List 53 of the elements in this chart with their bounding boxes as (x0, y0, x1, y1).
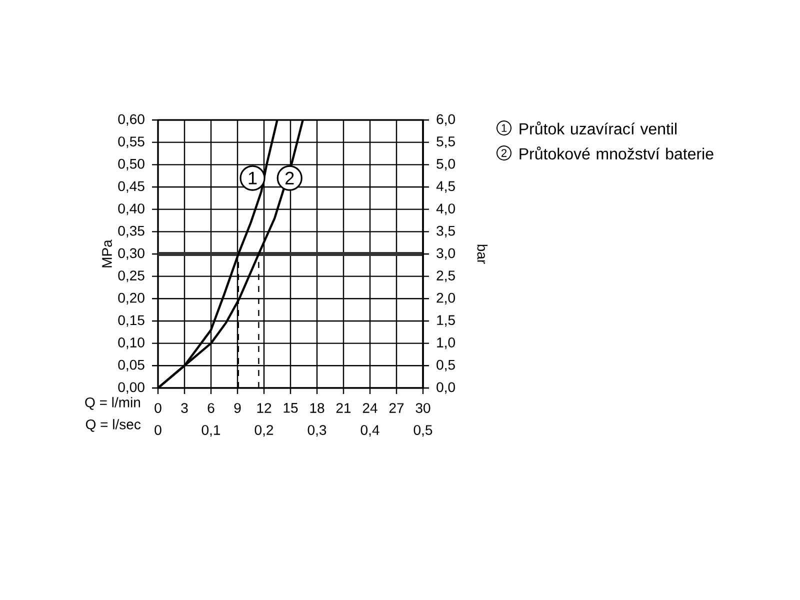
text: 2 (502, 149, 507, 157)
x-axis-title: Q = l/min (85, 397, 140, 410)
x2-tick-label: 0,5 (414, 425, 432, 437)
y2-axis-title: bar (477, 244, 488, 264)
y-tick-label: 0,40 (118, 204, 144, 216)
x-tick-label: 15 (284, 403, 298, 413)
y2-tick-label: 3,5 (436, 226, 455, 238)
x-tick-label: 9 (234, 403, 241, 413)
y2-tick-label: 2,0 (436, 292, 455, 304)
x-tick-label: 18 (310, 403, 324, 413)
legend-label: Průtok uzavírací ventil (520, 121, 676, 135)
y-tick-label: 0,25 (118, 270, 144, 282)
y2-tick-label: 3,0 (436, 248, 455, 260)
annotation: 1 (248, 172, 257, 184)
x2-tick-label: 0,1 (202, 425, 220, 437)
x2-tick-label: 0,3 (308, 425, 326, 437)
x2-tick-label: 0,2 (254, 425, 274, 437)
y-tick-label: 0,55 (118, 136, 144, 148)
y-tick-label: 0,15 (118, 315, 144, 327)
x-tick-label: 21 (336, 403, 351, 413)
y-tick-label: 0,60 (118, 114, 144, 126)
text: 1 (502, 124, 507, 132)
y2-tick-label: 0,5 (436, 360, 455, 372)
y-tick-label: 0,20 (118, 292, 144, 304)
x-tick-label: 27 (389, 403, 404, 413)
x2-tick-label: 0 (154, 425, 162, 435)
x-tick-label: 30 (416, 403, 430, 413)
y2-tick-label: 5,5 (436, 136, 455, 148)
y2-tick-label: 2,5 (436, 270, 455, 282)
y-tick-label: 0,00 (118, 382, 144, 394)
y-tick-label: 0,45 (118, 181, 144, 193)
y2-tick-label: 1,5 (437, 315, 455, 327)
y-tick-label: 0,35 (118, 226, 144, 238)
x2-axis-title: Q = l/sec (86, 419, 141, 432)
x-tick-label: 12 (257, 403, 272, 413)
x-tick-label: 24 (362, 403, 378, 413)
y-tick-label: 0,30 (118, 248, 144, 260)
y2-tick-label: 4,5 (436, 181, 455, 193)
y2-tick-label: 5,0 (436, 158, 455, 170)
x-tick-label: 6 (208, 403, 214, 413)
y-tick-label: 0,05 (118, 360, 144, 372)
y2-tick-label: 0,0 (436, 382, 455, 394)
legend-label: Průtokové množství baterie (520, 146, 714, 160)
y2-tick-label: 4,0 (436, 204, 455, 216)
y-axis-title: MPa (102, 240, 112, 268)
x-tick-label: 3 (181, 403, 188, 413)
y2-tick-label: 1,0 (437, 338, 455, 350)
y2-tick-label: 6,0 (436, 114, 455, 126)
x-tick-label: 0 (154, 403, 162, 413)
x2-tick-label: 0,4 (360, 425, 380, 437)
y-tick-label: 0,50 (118, 158, 144, 170)
annotation: 2 (286, 172, 294, 184)
y-tick-label: 0,10 (118, 338, 144, 350)
